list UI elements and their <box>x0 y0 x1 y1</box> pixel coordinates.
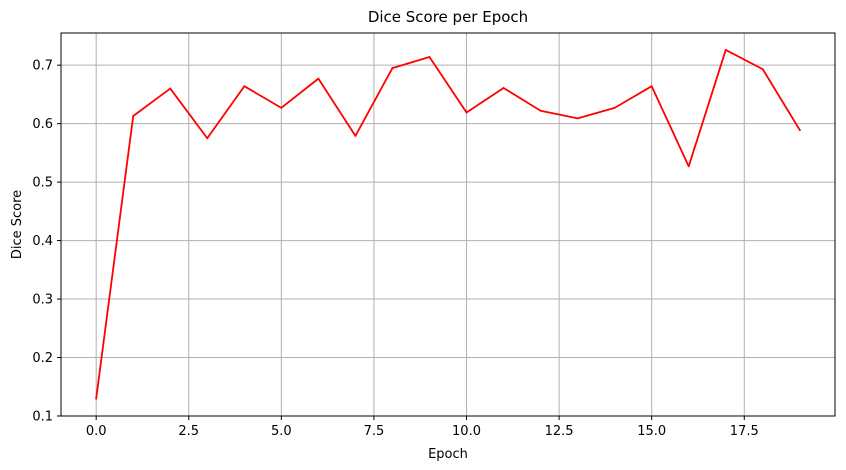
y-tick-label: 0.7 <box>32 59 53 74</box>
y-tick-label: 0.4 <box>32 234 53 249</box>
data-point <box>613 106 616 109</box>
data-point <box>576 117 579 120</box>
series-layer <box>95 49 802 400</box>
data-point <box>539 109 542 112</box>
tick-layer: 0.0 2.5 5.0 7.5 10.0 12.5 15.0 17.5 0.1 0.2 0.3 0.4… <box>32 59 758 439</box>
x-tick-label: 15.0 <box>637 424 666 439</box>
data-point <box>354 135 357 137</box>
data-point <box>724 49 727 51</box>
y-tick-label: 0.2 <box>32 351 53 366</box>
y-tick-label: 0.1 <box>32 410 53 425</box>
data-point <box>502 87 505 89</box>
y-tick-label: 0.5 <box>32 176 53 191</box>
data-point <box>391 67 394 69</box>
series-line-0 <box>95 49 802 400</box>
data-point <box>132 115 135 117</box>
data-point <box>650 85 653 88</box>
data-point <box>317 77 320 80</box>
y-tick-label: 0.3 <box>32 293 53 308</box>
data-point <box>761 68 764 71</box>
y-axis-label: Dice Score <box>10 190 25 259</box>
x-tick-label: 17.5 <box>730 424 759 439</box>
x-tick-label: 2.5 <box>178 424 199 439</box>
x-axis-label: Epoch <box>428 447 468 462</box>
data-point <box>280 106 283 109</box>
data-point <box>798 129 801 131</box>
y-tick-label: 0.6 <box>32 117 53 132</box>
gridlines <box>61 33 835 417</box>
data-point <box>243 85 246 88</box>
data-point <box>465 111 468 114</box>
plot-frame <box>60 32 836 417</box>
x-tick-label: 10.0 <box>452 424 481 439</box>
x-tick-label: 5.0 <box>271 424 292 439</box>
chart-title: Dice Score per Epoch <box>368 8 528 26</box>
x-tick-label: 12.5 <box>545 424 574 439</box>
data-point <box>206 137 209 140</box>
data-point <box>687 165 690 168</box>
data-point <box>169 87 172 90</box>
x-tick-label: 7.5 <box>364 424 385 439</box>
data-point <box>428 56 431 58</box>
x-tick-label: 0.0 <box>86 424 107 439</box>
data-point <box>95 397 98 400</box>
